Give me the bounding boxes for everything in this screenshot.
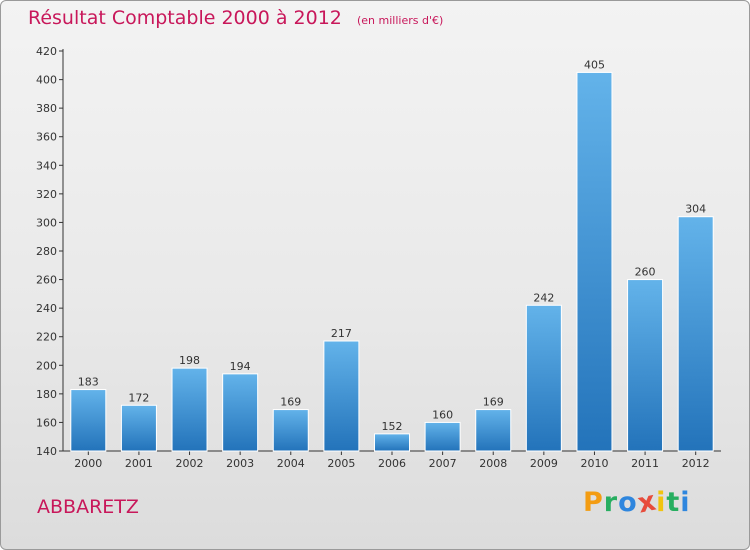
bar-value-label: 405 (584, 58, 605, 71)
x-tick-label: 2011 (631, 457, 659, 470)
y-tick-label: 300 (36, 216, 57, 229)
y-tick-label: 400 (36, 74, 57, 87)
x-tick-label: 2012 (682, 457, 710, 470)
chart-subtitle: (en milliers d'€) (356, 14, 444, 27)
y-tick-label: 160 (36, 416, 57, 429)
y-tick-label: 180 (36, 388, 57, 401)
bar (374, 433, 410, 452)
proxiti-logo: Proxiti (583, 485, 691, 519)
x-tick-label: 2003 (226, 457, 254, 470)
x-tick-label: 2006 (378, 457, 406, 470)
bar-value-label: 198 (179, 354, 200, 367)
logo-letter: o (618, 487, 638, 518)
y-tick-label: 280 (36, 245, 57, 258)
logo-letter: t (666, 487, 681, 518)
bar (171, 367, 208, 452)
logo-letter: i (680, 487, 691, 518)
y-tick-label: 140 (36, 445, 57, 458)
bar-value-label: 217 (331, 327, 352, 340)
bar (222, 373, 259, 452)
bar (627, 279, 664, 452)
bar (475, 409, 512, 452)
bar-value-label: 242 (533, 291, 554, 304)
bar-value-label: 160 (432, 408, 453, 421)
bar-value-label: 183 (78, 376, 99, 389)
y-tick-label: 260 (36, 274, 57, 287)
y-tick-label: 200 (36, 359, 57, 372)
logo-letter: P (583, 487, 604, 518)
commune-name: ABBARETZ (37, 496, 139, 518)
bar (120, 404, 157, 452)
x-tick-label: 2000 (74, 457, 102, 470)
x-tick-label: 2008 (479, 457, 507, 470)
x-tick-label: 2010 (580, 457, 608, 470)
bar (525, 304, 562, 452)
bar (677, 216, 714, 452)
y-tick-label: 360 (36, 131, 57, 144)
bar-value-label: 169 (280, 396, 301, 409)
chart-title: Résultat Comptable 2000 à 2012 (28, 7, 342, 29)
bar-value-label: 260 (635, 266, 656, 279)
logo-letter: i (656, 487, 667, 518)
bar-value-label: 304 (685, 203, 706, 216)
bar-value-label: 172 (128, 391, 149, 404)
bar (272, 409, 309, 452)
bar (323, 340, 360, 452)
y-tick-label: 240 (36, 302, 57, 315)
chart-title-block: Résultat Comptable 2000 à 2012 (en milli… (28, 7, 443, 29)
x-tick-label: 2005 (327, 457, 355, 470)
bar (576, 71, 613, 452)
bar (70, 389, 107, 452)
y-tick-label: 420 (36, 45, 57, 58)
bar-value-label: 169 (483, 396, 504, 409)
y-tick-label: 320 (36, 188, 57, 201)
x-tick-label: 2009 (530, 457, 558, 470)
x-tick-label: 2002 (176, 457, 204, 470)
bar (424, 421, 461, 452)
y-tick-label: 220 (36, 331, 57, 344)
y-tick-label: 340 (36, 159, 57, 172)
x-tick-label: 2007 (429, 457, 457, 470)
x-tick-label: 2004 (277, 457, 305, 470)
y-tick-label: 380 (36, 102, 57, 115)
bar-value-label: 152 (382, 420, 403, 433)
logo-letter: r (603, 487, 619, 518)
bar-value-label: 194 (230, 360, 251, 373)
x-tick-label: 2001 (125, 457, 153, 470)
